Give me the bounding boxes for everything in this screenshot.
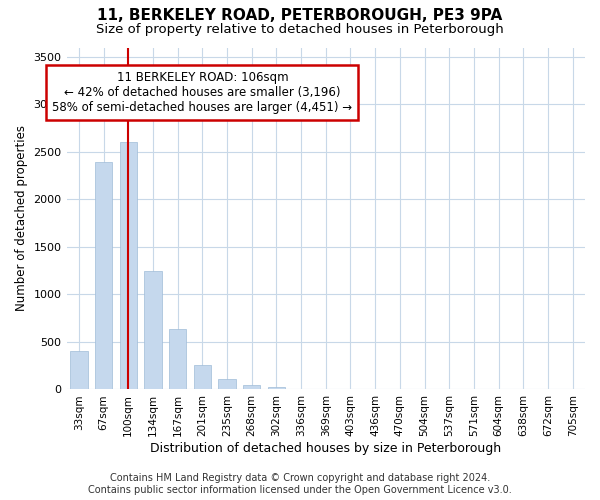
Bar [243,384,260,390]
Y-axis label: Number of detached properties: Number of detached properties [15,126,28,312]
Bar [194,365,211,390]
X-axis label: Distribution of detached houses by size in Peterborough: Distribution of detached houses by size … [150,442,502,455]
Bar [70,352,88,390]
Bar [268,386,285,390]
Bar [145,270,161,390]
Text: 11 BERKELEY ROAD: 106sqm
← 42% of detached houses are smaller (3,196)
58% of sem: 11 BERKELEY ROAD: 106sqm ← 42% of detach… [52,71,352,114]
Text: 11, BERKELEY ROAD, PETERBOROUGH, PE3 9PA: 11, BERKELEY ROAD, PETERBOROUGH, PE3 9PA [97,8,503,22]
Text: Size of property relative to detached houses in Peterborough: Size of property relative to detached ho… [96,22,504,36]
Bar [119,142,137,390]
Bar [218,379,236,390]
Bar [95,162,112,390]
Text: Contains HM Land Registry data © Crown copyright and database right 2024.
Contai: Contains HM Land Registry data © Crown c… [88,474,512,495]
Bar [169,328,186,390]
